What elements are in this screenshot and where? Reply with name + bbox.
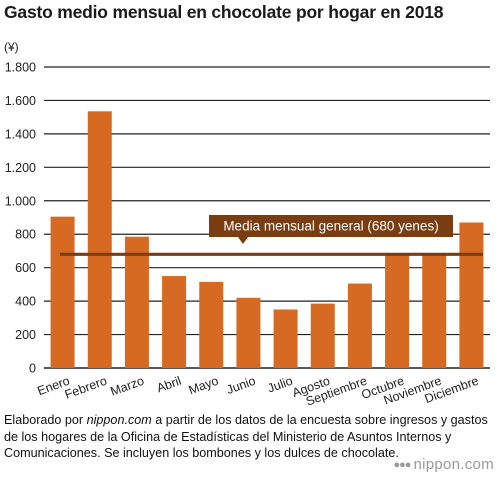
bar-julio	[273, 309, 298, 368]
bar-agosto	[310, 303, 335, 368]
dots-icon: ●●●	[393, 459, 412, 471]
y-axis-ticks: 0 200 400 600 800 1.000 1.200 1.400 1.600 1.800	[5, 61, 490, 376]
average-callout-label: Media mensual general (680 yenes)	[223, 219, 438, 234]
bar-enero	[50, 216, 75, 368]
y-tick-label: 1.400	[5, 127, 36, 141]
chart-title: Gasto medio mensual en chocolate por hog…	[4, 2, 444, 22]
bar-diciembre	[459, 222, 484, 368]
y-tick-label: 400	[15, 295, 36, 309]
x-tick-label: Julio	[266, 374, 295, 396]
average-callout-pointer	[238, 237, 248, 244]
y-tick-label: 1.200	[5, 161, 36, 175]
y-tick-label: 0	[29, 362, 36, 376]
note-rest: a partir de los datos de la encuesta sob…	[4, 413, 488, 460]
y-tick-label: 1.800	[5, 61, 36, 75]
bar-noviembre	[422, 254, 447, 368]
note-source: nippon.com	[86, 413, 152, 427]
bar-chart: (¥) 0 200 400 600 800 1.000 1.200 1.400 1.600 1.8…	[4, 40, 490, 409]
note-prefix: Elaborado por	[4, 413, 87, 427]
y-tick-label: 600	[15, 261, 36, 275]
y-tick-label: 1.000	[5, 194, 36, 208]
nippon-logo: ●●● nippon.com	[394, 456, 495, 473]
source-note: Elaborado por nippon.com a partir de los…	[4, 412, 496, 462]
y-axis-label: (¥)	[4, 40, 19, 54]
bar-junio	[236, 297, 261, 368]
bar-mayo	[199, 281, 224, 368]
y-tick-label: 800	[15, 228, 36, 242]
y-tick-label: 1.600	[5, 94, 36, 108]
bar-septiembre	[347, 283, 372, 368]
bar-abril	[162, 276, 187, 368]
bar-febrero	[87, 111, 112, 368]
average-callout-box	[209, 215, 453, 237]
x-tick-label: Marzo	[109, 374, 146, 399]
bar-octubre	[385, 253, 410, 368]
bars	[50, 111, 484, 368]
y-tick-label: 200	[15, 328, 36, 342]
x-tick-label: Febrero	[63, 374, 109, 402]
bar-marzo	[124, 236, 149, 368]
logo-text: nippon.com	[413, 456, 494, 473]
x-tick-label: Junio	[225, 374, 258, 397]
reference-line-group: Media mensual general (680 yenes)	[60, 215, 483, 256]
x-tick-label: Abril	[155, 374, 183, 396]
x-tick-label: Mayo	[187, 374, 221, 398]
